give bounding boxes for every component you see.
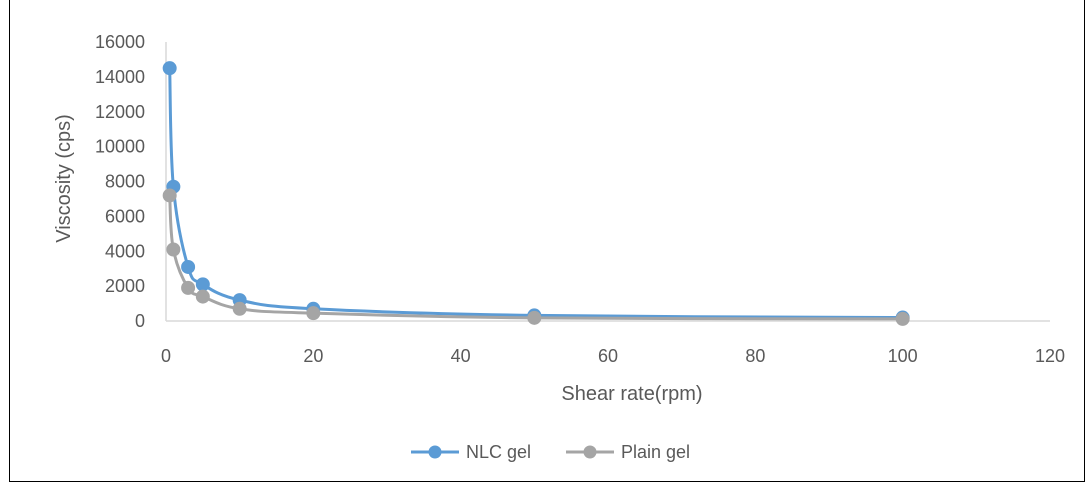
series-plain-gel (162, 188, 910, 326)
legend-marker (583, 445, 597, 459)
data-point (306, 306, 321, 321)
x-tick-label: 100 (888, 346, 918, 366)
x-tick-label: 120 (1035, 346, 1065, 366)
x-tick-label: 80 (745, 346, 765, 366)
y-axis-ticks: 0 2000 4000 6000 8000 10000 12000 14000 16000 (95, 32, 145, 331)
x-axis-ticks: 0 20 40 60 80 100 120 (161, 346, 1065, 366)
x-tick-label: 0 (161, 346, 171, 366)
chart-frame (9, 0, 1085, 482)
data-point (181, 280, 196, 295)
data-point (195, 277, 210, 292)
y-tick-label: 10000 (95, 137, 145, 157)
data-point (166, 242, 181, 257)
y-tick-label: 4000 (105, 241, 145, 261)
x-tick-label: 40 (451, 346, 471, 366)
y-tick-label: 14000 (95, 67, 145, 87)
legend-item: Plain gel (566, 442, 690, 462)
x-tick-label: 60 (598, 346, 618, 366)
data-point (162, 188, 177, 203)
legend-marker (428, 445, 442, 459)
y-tick-label: 12000 (95, 102, 145, 122)
x-tick-label: 20 (303, 346, 323, 366)
series-line (168, 68, 903, 320)
y-axis-title: Viscosity (cps) (53, 114, 75, 243)
legend-label: NLC gel (466, 442, 531, 462)
y-tick-label: 8000 (105, 172, 145, 192)
data-point (895, 311, 910, 326)
y-tick-label: 6000 (105, 206, 145, 226)
series-layer (162, 61, 910, 326)
data-point (195, 289, 210, 304)
series-line (168, 195, 903, 321)
legend-item: NLC gel (411, 442, 531, 462)
series-nlc-gel (162, 61, 910, 325)
data-point (232, 301, 247, 316)
data-point (162, 61, 177, 76)
data-point (181, 259, 196, 274)
y-tick-label: 0 (135, 311, 145, 331)
data-point (527, 310, 542, 325)
y-tick-label: 16000 (95, 32, 145, 52)
x-axis-title: Shear rate(rpm) (561, 383, 702, 405)
legend: NLC gel Plain gel (411, 442, 690, 462)
y-tick-label: 2000 (105, 276, 145, 296)
legend-label: Plain gel (621, 442, 690, 462)
